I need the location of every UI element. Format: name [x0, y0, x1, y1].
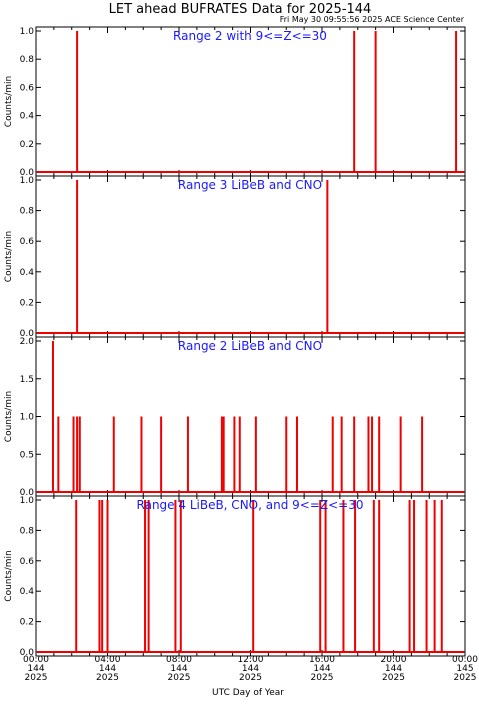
x-tick-time: 04:00 — [95, 655, 121, 665]
y-tick-label: 0.8 — [20, 207, 35, 217]
y-axis-label: Counts/min — [4, 391, 14, 442]
y-tick-label: 0.5 — [20, 450, 34, 460]
y-tick-label: 0.4 — [20, 112, 35, 122]
y-tick-label: 0.2 — [20, 618, 34, 628]
x-tick-labels: 00:00144202504:00144202508:00144202512:0… — [23, 655, 478, 683]
x-tick-time: 08:00 — [166, 655, 192, 665]
x-tick-doy: 144 — [170, 664, 187, 674]
panel-4: 0.0 0.2 0.4 0.6 0.8 1.0 Counts/min Range 4 LiBe… — [4, 495, 466, 658]
figure-title: LET ahead BUFRATES Data for 2025-144 — [109, 2, 372, 17]
y-tick-label: 0.2 — [20, 298, 34, 308]
x-tick-year: 2025 — [239, 673, 262, 683]
x-tick-year: 2025 — [96, 673, 119, 683]
x-tick-doy: 144 — [99, 664, 116, 674]
y-tick-label: 0.0 — [20, 488, 35, 498]
y-tick-label: 1.0 — [20, 413, 35, 423]
panel-frame — [35, 175, 466, 338]
y-tick-label: 1.0 — [20, 496, 35, 506]
y-tick-label: 0.6 — [20, 237, 35, 247]
y-tick-label: 0.4 — [20, 268, 35, 278]
y-tick-label: 0.2 — [20, 140, 34, 150]
panels-group: 0.0 0.2 0.4 0.6 0.8 1.0 Counts/min Range 2 with… — [4, 26, 478, 683]
panel-1: 0.0 0.2 0.4 0.6 0.8 1.0 Counts/min Range 2 with… — [4, 26, 466, 178]
x-tick-time: 16:00 — [309, 655, 335, 665]
y-tick-label: 1.5 — [20, 375, 34, 385]
x-tick-year: 2025 — [25, 673, 48, 683]
x-tick-doy: 144 — [27, 664, 44, 674]
x-tick-year: 2025 — [311, 673, 334, 683]
y-axis-label: Counts/min — [4, 76, 14, 127]
x-tick-time: 00:00 — [452, 655, 478, 665]
x-tick-time: 00:00 — [23, 655, 49, 665]
y-tick-label: 0.0 — [20, 648, 35, 658]
y-tick-label: 0.6 — [20, 557, 35, 567]
y-axis-label: Counts/min — [4, 231, 14, 282]
y-tick-label: 0.6 — [20, 83, 35, 93]
y-tick-label: 0.8 — [20, 526, 35, 536]
y-tick-label: 0.0 — [20, 329, 35, 339]
y-tick-label: 1.0 — [20, 27, 35, 37]
timestamp-credit: Fri May 30 09:55:56 2025 ACE Science Cen… — [280, 15, 465, 24]
x-axis-label: UTC Day of Year — [212, 688, 284, 698]
x-tick-doy: 144 — [242, 664, 259, 674]
y-tick-label: 0.8 — [20, 55, 35, 65]
panel-frame — [35, 26, 466, 177]
x-tick-year: 2025 — [168, 673, 191, 683]
x-tick-time: 20:00 — [381, 655, 407, 665]
panel-title: Range 2 LiBeB and CNO — [178, 339, 322, 353]
x-tick-year: 2025 — [454, 673, 477, 683]
x-tick-time: 12:00 — [238, 655, 264, 665]
y-tick-label: 1.0 — [20, 176, 35, 186]
panel-title: Range 2 with 9<=Z<=30 — [173, 29, 327, 43]
y-axis-label: Counts/min — [4, 550, 14, 601]
panel-title: Range 4 LiBeB, CNO, and 9<=Z<=30 — [137, 498, 364, 512]
x-tick-doy: 144 — [313, 664, 330, 674]
y-tick-label: 0.4 — [20, 587, 35, 597]
x-tick-doy: 145 — [456, 664, 473, 674]
panel-3: 0.0 0.5 1.0 1.5 2.0 Counts/min Range 2 LiBeB a… — [4, 336, 466, 498]
panel-title: Range 3 LiBeB and CNO — [178, 178, 322, 192]
y-tick-label: 0.0 — [20, 168, 35, 178]
x-tick-doy: 144 — [385, 664, 402, 674]
x-tick-year: 2025 — [382, 673, 405, 683]
y-tick-label: 2.0 — [20, 337, 35, 347]
panel-2: 0.0 0.2 0.4 0.6 0.8 1.0 Counts/min Range 3 LiBe… — [4, 175, 466, 339]
